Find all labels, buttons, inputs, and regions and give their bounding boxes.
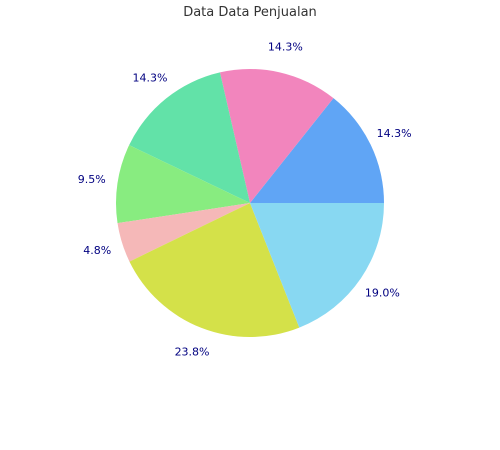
pie-labels: 14.3% 14.3% 14.3% 9.5% 4.8% 23.8% 19.0% (78, 40, 412, 358)
pie-slice-label-4: 9.5% (78, 173, 106, 186)
pie-slice-6 (129, 203, 300, 337)
pie-slice-label-1: 14.3% (377, 127, 412, 140)
pie-slice-1 (250, 98, 384, 203)
pie-slice-label-7: 19.0% (365, 286, 400, 299)
pie-slice-5 (117, 203, 251, 262)
pie-slices (115, 68, 384, 337)
pie-slice-label-2: 14.3% (268, 40, 303, 53)
pie-slice-label-6: 23.8% (175, 346, 210, 359)
chart-title: Data Data Penjualan (183, 5, 317, 20)
pie-slice-label-5: 4.8% (83, 244, 111, 257)
pie-slice-label-3: 14.3% (132, 72, 167, 85)
pie-slice-7 (250, 203, 384, 328)
pie-slice-4 (115, 145, 250, 224)
pie-slice-2 (219, 68, 334, 204)
pie-slice-3 (129, 72, 250, 203)
